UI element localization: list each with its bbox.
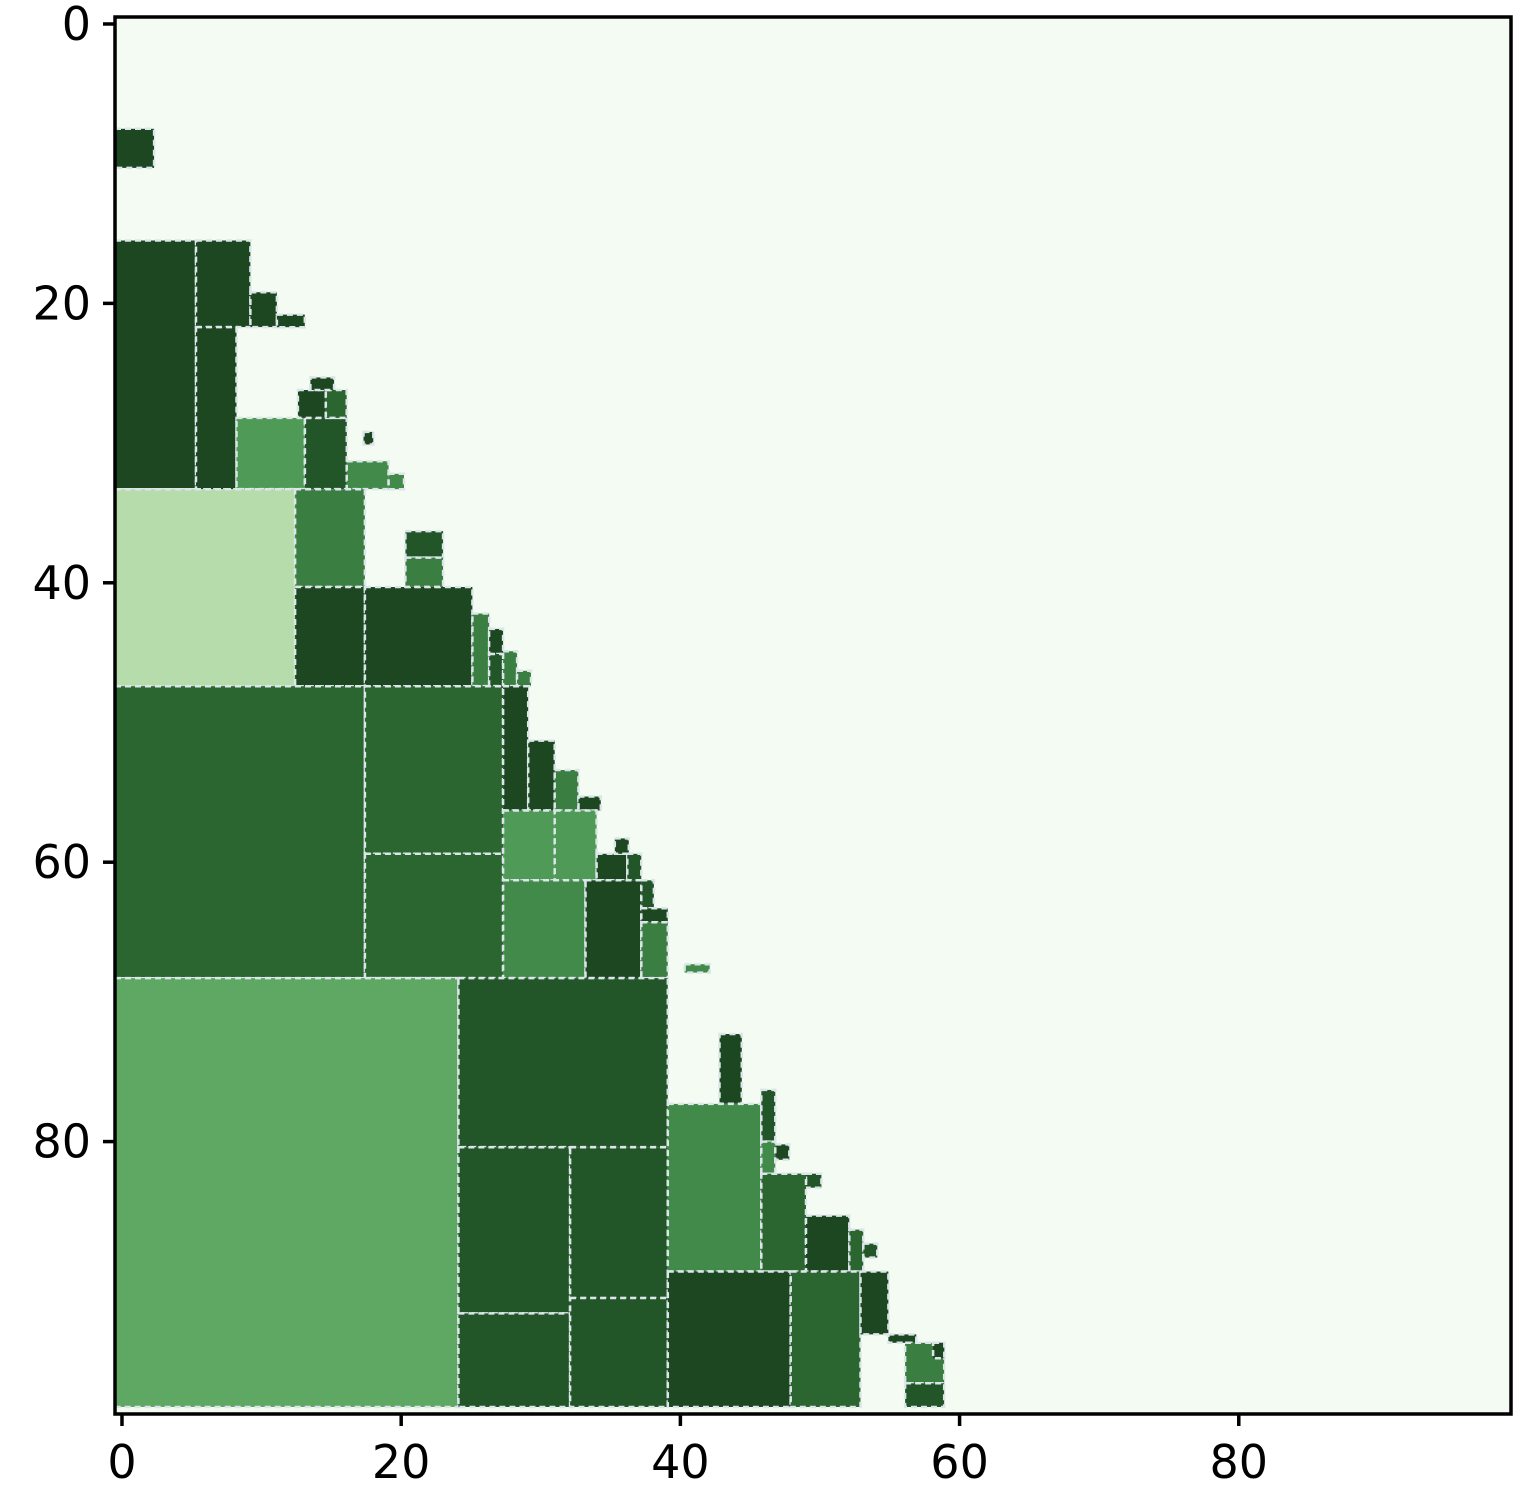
heatmap-block-44 — [457, 976, 670, 1149]
heatmap-block-28 — [501, 684, 530, 812]
heatmap-block-32 — [501, 809, 557, 882]
heatmap-block-48 — [568, 1296, 670, 1409]
heatmap-block-65 — [931, 1341, 946, 1360]
heatmap-block-41 — [640, 921, 670, 980]
x-tick-label-40: 40 — [651, 1435, 710, 1489]
heatmap-block-40 — [640, 907, 670, 924]
heatmap-block-56 — [760, 1172, 808, 1273]
x-tick-label-20: 20 — [372, 1435, 431, 1489]
heatmap-block-20 — [471, 612, 491, 688]
heatmap-block-21 — [487, 627, 505, 656]
heatmap-block-63 — [887, 1333, 918, 1345]
heatmap-block-55 — [804, 1172, 823, 1189]
heatmap-block-25 — [113, 684, 367, 980]
heatmap-block-18 — [404, 529, 445, 559]
heatmap-block-27 — [363, 852, 505, 980]
heatmap-block-23 — [501, 649, 519, 688]
x-tick-label-80: 80 — [1210, 1435, 1269, 1489]
heatmap-block-6 — [235, 416, 307, 491]
heatmap-block-26 — [363, 684, 505, 856]
heatmap-block-12 — [345, 459, 390, 491]
heatmap-block-17 — [363, 585, 474, 688]
heatmap-block-2 — [194, 239, 252, 329]
heatmap-block-57 — [804, 1214, 851, 1273]
y-tick-label-40: 40 — [32, 556, 91, 610]
heatmap-block-37 — [501, 879, 587, 980]
heatmap-block-50 — [666, 1102, 763, 1273]
heatmap-block-24 — [515, 669, 533, 688]
y-tick-label-0: 0 — [62, 0, 91, 51]
y-tick-label-60: 60 — [32, 835, 91, 889]
heatmap-block-34 — [595, 852, 629, 882]
heatmap-block-38 — [584, 879, 643, 980]
heatmap-block-4 — [249, 290, 279, 329]
y-tick-label-20: 20 — [32, 276, 91, 330]
heatmap-block-5 — [275, 313, 307, 329]
heatmap-block-59 — [862, 1242, 879, 1259]
heatmap-block-29 — [526, 739, 556, 812]
heatmap-block-14 — [113, 487, 297, 688]
heatmap-block-10 — [309, 376, 336, 392]
heatmap-block-52 — [760, 1140, 777, 1175]
heatmap-block-47 — [457, 1312, 572, 1409]
heatmap-block-53 — [774, 1143, 791, 1162]
heatmap-block-11 — [362, 430, 375, 446]
heatmap-block-35 — [613, 837, 631, 856]
heatmap-block-60 — [666, 1270, 792, 1409]
y-axis: 0 20 40 60 80 — [32, 0, 115, 1169]
heatmap-block-39 — [640, 879, 656, 910]
heatmap-block-61 — [789, 1270, 862, 1409]
heatmap-block-62 — [859, 1270, 890, 1336]
x-axis: 0 20 40 60 80 — [107, 1414, 1268, 1489]
heatmap-block-42 — [683, 962, 711, 974]
heatmap-block-15 — [293, 487, 367, 589]
heatmap-block-66 — [903, 1382, 946, 1409]
heatmap-block-31 — [577, 795, 603, 812]
heatmap-block-46 — [568, 1145, 670, 1300]
heatmap-block-43 — [113, 976, 460, 1409]
x-tick-label-60: 60 — [930, 1435, 989, 1489]
heatmap-block-0 — [113, 127, 156, 170]
heatmap-blocks — [113, 127, 946, 1409]
heatmap-block-1 — [113, 239, 198, 491]
y-tick-label-80: 80 — [32, 1115, 91, 1169]
heatmap-block-51 — [760, 1088, 777, 1143]
x-tick-label-0: 0 — [107, 1435, 136, 1489]
heatmap-block-49 — [718, 1032, 744, 1106]
heatmap-block-7 — [303, 416, 349, 491]
heatmap-block-13 — [387, 472, 406, 491]
heatmap-block-36 — [626, 852, 643, 882]
heatmap-block-16 — [293, 585, 367, 688]
heatmap-block-45 — [457, 1145, 572, 1315]
heatmap-block-33 — [553, 809, 598, 882]
heatmap-block-3 — [194, 325, 238, 491]
heatmap-block-22 — [487, 652, 505, 688]
plot-frame — [113, 15, 1513, 1416]
heatmap-block-8 — [296, 388, 328, 420]
heatmap-block-9 — [324, 388, 348, 420]
heatmap-block-58 — [848, 1228, 865, 1273]
heatmap-block-30 — [553, 768, 580, 812]
heatmap-block-19 — [404, 556, 445, 589]
